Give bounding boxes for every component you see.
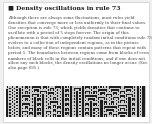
Text: Although there are always some fluctuations, most rules yield densities that con: Although there are always some fluctuati… — [8, 16, 151, 70]
FancyBboxPatch shape — [3, 2, 149, 122]
Text: ■ Density oscillations in rule 73: ■ Density oscillations in rule 73 — [8, 6, 120, 11]
